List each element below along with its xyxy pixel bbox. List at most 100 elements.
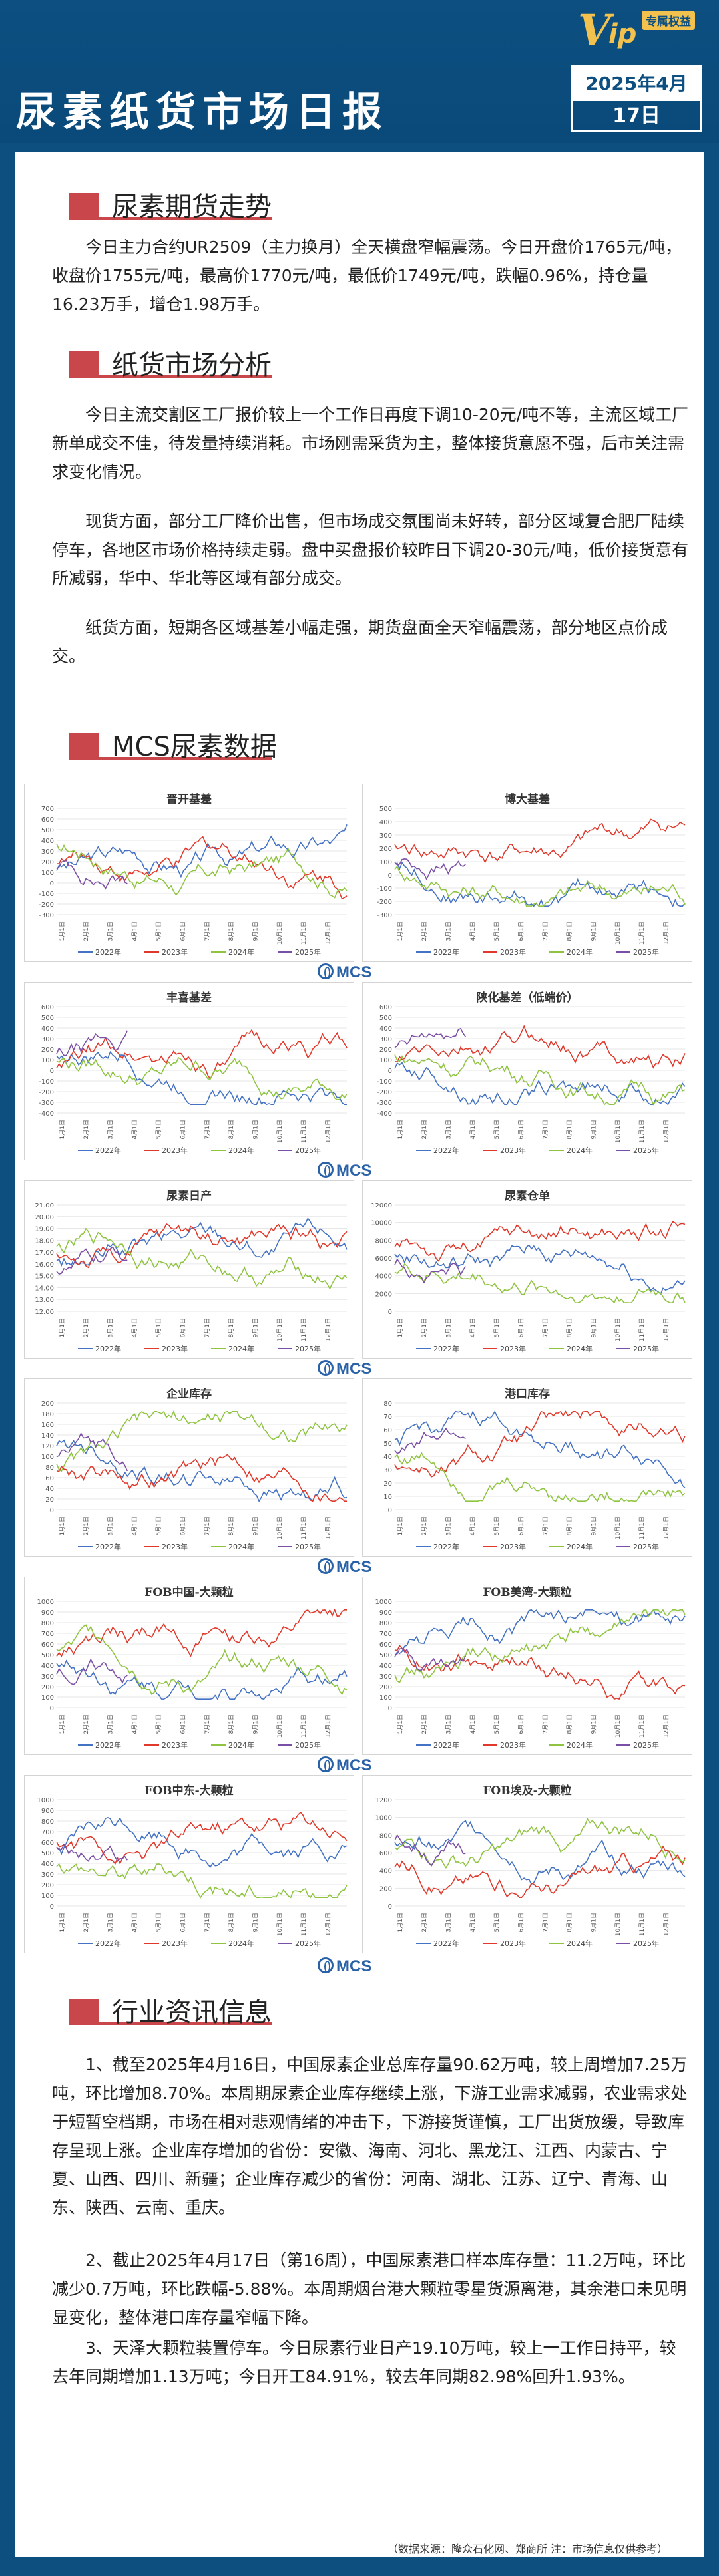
globe-icon bbox=[318, 1162, 334, 1178]
chart-panel: 尿素日产 21.00 20.00 19.00 18.00 17.00 16.00 15.00 1… bbox=[24, 1180, 354, 1359]
section-futures-title: 尿素期货走势 bbox=[112, 192, 272, 222]
y-tick-label: 100 bbox=[41, 1454, 54, 1461]
x-tick-label: 9月1日 bbox=[252, 1913, 260, 1932]
chart-plot: 500 400 300 200 100 0 -100 -200 -300 1月1日 2月1日 3月1日… bbox=[377, 806, 686, 957]
y-tick-label: -100 bbox=[377, 886, 392, 893]
y-tick-label: 70 bbox=[383, 1414, 392, 1421]
chart-panel: 丰喜基差 600 500 400 300 200 100 0 -100 -200 -300 -400 1… bbox=[24, 982, 354, 1160]
x-tick-label: 12月1日 bbox=[663, 921, 670, 945]
chart-panel: FOB中东-大颗粒 1000 900 800 700 600 500 400 300 200 100… bbox=[24, 1775, 354, 1953]
y-tick-label: 400 bbox=[379, 1663, 392, 1670]
y-tick-label: -100 bbox=[377, 1078, 392, 1086]
x-tick-label: 6月1日 bbox=[180, 1913, 187, 1932]
y-tick-label: 0 bbox=[50, 1705, 54, 1712]
series-line bbox=[394, 1410, 686, 1478]
x-tick-label: 8月1日 bbox=[228, 1516, 235, 1535]
x-tick-label: 8月1日 bbox=[228, 1120, 235, 1139]
chart-title: FOB埃及-大颗粒 bbox=[483, 1784, 572, 1798]
news-item-1: 1、截至2025年4月16日，中国尿素企业总库存量90.62万吨，较上周增加7.… bbox=[52, 2055, 688, 2217]
legend-label: 2022年 bbox=[95, 1146, 121, 1155]
section-mcs-header: MCS尿素数据 bbox=[55, 725, 321, 765]
y-tick-label: 600 bbox=[41, 1004, 54, 1011]
y-tick-label: 100 bbox=[379, 859, 392, 866]
x-tick-label: 2月1日 bbox=[83, 1318, 90, 1337]
chart-plot: 12000 10000 8000 6000 4000 2000 0 1月1日 2月1日 3月1日 4… bbox=[371, 1202, 686, 1353]
x-tick-label: 9月1日 bbox=[252, 1120, 260, 1139]
y-tick-label: 20 bbox=[45, 1496, 54, 1504]
y-tick-label: 900 bbox=[41, 1808, 54, 1815]
series-line bbox=[394, 1820, 686, 1885]
y-tick-label: 500 bbox=[41, 1015, 54, 1022]
x-tick-label: 4月1日 bbox=[131, 921, 138, 941]
vip-letter: V bbox=[578, 5, 611, 55]
y-tick-label: -200 bbox=[377, 1089, 392, 1096]
y-tick-label: 400 bbox=[41, 1861, 54, 1868]
legend-label: 2024年 bbox=[228, 1740, 254, 1750]
mcs-logo: MCS bbox=[318, 1360, 371, 1378]
x-tick-label: 7月1日 bbox=[542, 1714, 549, 1734]
x-tick-label: 7月1日 bbox=[542, 1120, 549, 1139]
series-line bbox=[56, 1439, 348, 1502]
x-tick-label: 8月1日 bbox=[228, 1913, 235, 1932]
x-tick-label: 8月1日 bbox=[566, 921, 573, 941]
y-tick-label: 0 bbox=[50, 1507, 54, 1514]
report-body: 尿素期货走势 今日主力合约UR2509（主力换月）全天横盘窄幅震荡。今日开盘价1… bbox=[15, 152, 704, 2557]
x-tick-label: 9月1日 bbox=[252, 1318, 260, 1337]
y-tick-label: 100 bbox=[41, 1057, 54, 1064]
x-tick-label: 3月1日 bbox=[445, 921, 453, 941]
x-tick-label: 12月1日 bbox=[663, 1120, 670, 1143]
y-tick-label: 500 bbox=[379, 1652, 392, 1659]
legend-label: 2024年 bbox=[228, 1939, 254, 1948]
y-tick-label: 400 bbox=[41, 1663, 54, 1670]
x-tick-label: 1月1日 bbox=[397, 1516, 404, 1535]
legend-label: 2024年 bbox=[567, 1344, 593, 1353]
y-tick-label: 21.00 bbox=[35, 1202, 54, 1209]
x-tick-label: 7月1日 bbox=[542, 1913, 549, 1932]
y-tick-label: 100 bbox=[41, 1694, 54, 1702]
series-line bbox=[394, 1263, 686, 1304]
series-line bbox=[56, 1843, 128, 1863]
y-tick-label: 700 bbox=[41, 1631, 54, 1638]
legend-label: 2025年 bbox=[633, 1146, 659, 1155]
chart-title: 港口库存 bbox=[505, 1388, 550, 1401]
chart-title: 企业库存 bbox=[166, 1388, 212, 1401]
x-tick-label: 1月1日 bbox=[397, 1318, 404, 1337]
x-tick-label: 10月1日 bbox=[276, 1120, 284, 1143]
x-tick-label: 5月1日 bbox=[493, 1516, 501, 1535]
x-tick-label: 5月1日 bbox=[493, 1913, 501, 1932]
x-tick-label: 9月1日 bbox=[591, 1714, 598, 1734]
series-line bbox=[56, 860, 128, 890]
y-tick-label: 300 bbox=[41, 1871, 54, 1879]
y-tick-label: 80 bbox=[45, 1464, 54, 1472]
chart-panel: 尿素仓单 12000 10000 8000 6000 4000 2000 0 1月1日 2月1日 3… bbox=[362, 1180, 692, 1359]
chart-panel: 陕化基差（低端价） 600 500 400 300 200 100 0 -100 -200 -300… bbox=[362, 982, 692, 1160]
x-tick-label: 6月1日 bbox=[518, 1913, 525, 1932]
y-tick-label: 300 bbox=[41, 1036, 54, 1043]
y-tick-label: 1000 bbox=[37, 1599, 54, 1606]
y-tick-label: 100 bbox=[379, 1057, 392, 1064]
x-tick-label: 5月1日 bbox=[155, 1120, 162, 1139]
y-tick-label: 200 bbox=[379, 1684, 392, 1691]
x-tick-label: 4月1日 bbox=[131, 1318, 138, 1337]
section-underline bbox=[99, 757, 272, 760]
y-tick-label: 20.00 bbox=[35, 1214, 54, 1221]
x-tick-label: 3月1日 bbox=[107, 1516, 115, 1535]
legend-label: 2022年 bbox=[433, 947, 459, 957]
mcs-logo: MCS bbox=[318, 1162, 371, 1180]
chart-plot: 600 500 400 300 200 100 0 -100 -200 -300 -400 1月1日 2… bbox=[377, 1004, 686, 1155]
x-tick-label: 6月1日 bbox=[180, 1516, 187, 1535]
x-tick-label: 12月1日 bbox=[325, 921, 332, 945]
y-tick-label: 600 bbox=[41, 1641, 54, 1649]
chart-panel: FOB埃及-大颗粒 1200 1000 800 600 400 200 0 1月1日 2月1日 3月… bbox=[362, 1775, 692, 1953]
x-tick-label: 7月1日 bbox=[204, 1714, 211, 1734]
series-line bbox=[56, 1217, 348, 1267]
x-tick-label: 7月1日 bbox=[204, 1516, 211, 1535]
x-tick-label: 4月1日 bbox=[469, 1516, 477, 1535]
x-tick-label: 10月1日 bbox=[614, 1714, 622, 1738]
section-underline bbox=[99, 375, 272, 378]
legend-label: 2025年 bbox=[295, 1939, 321, 1948]
series-line bbox=[56, 1811, 348, 1865]
globe-icon bbox=[318, 963, 334, 979]
mcs-logo-text: MCS bbox=[336, 1957, 372, 1975]
